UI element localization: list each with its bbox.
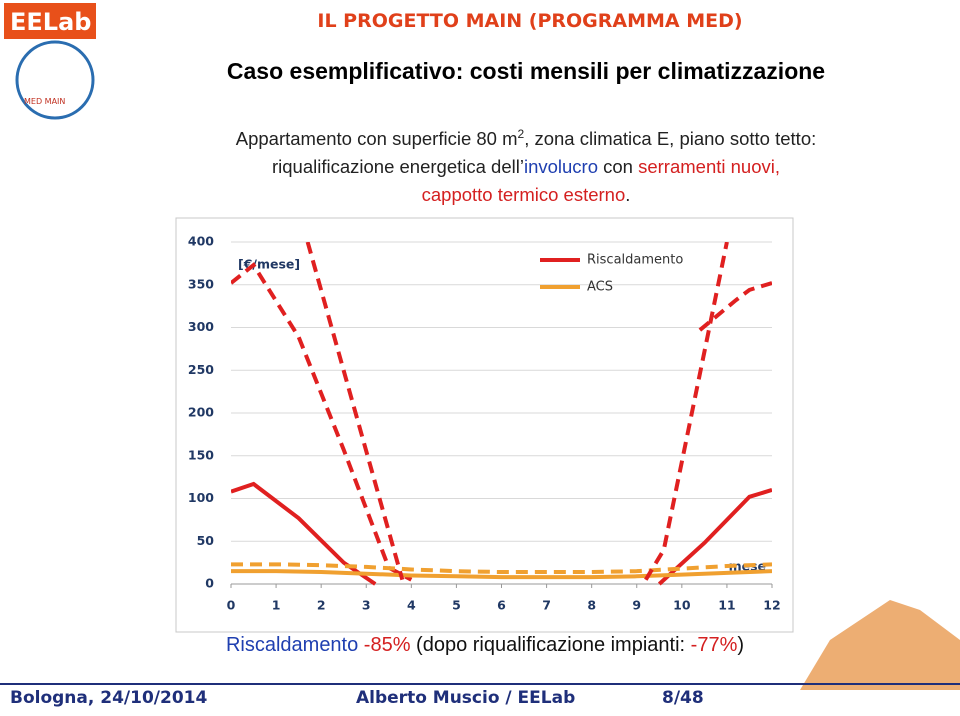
y-tick-label: 50 xyxy=(197,533,215,548)
description-line: riqualificazione energetica dell’involuc… xyxy=(0,153,960,181)
slide-title: IL PROGETTO MAIN (PROGRAMMA MED) xyxy=(317,10,743,32)
result: Riscaldamento -85% (dopo riqualificazion… xyxy=(0,634,960,657)
y-tick-label: 150 xyxy=(188,447,214,462)
x-tick-label: 9 xyxy=(632,598,641,613)
logo-circle xyxy=(15,40,95,120)
x-tick-label: 3 xyxy=(362,598,371,613)
y-tick-label: 300 xyxy=(188,319,214,334)
logo-brand: EELab xyxy=(10,8,91,36)
y-tick-label: 350 xyxy=(188,276,214,291)
text-run: (dopo riqualificazione impianti: xyxy=(410,634,691,656)
x-tick-label: 8 xyxy=(587,598,596,613)
text-run: 2 xyxy=(517,127,525,141)
x-tick-label: 1 xyxy=(272,598,281,613)
x-tick-label: 11 xyxy=(718,598,735,613)
text-run: cappotto termico esterno xyxy=(421,184,626,206)
series-line xyxy=(305,242,729,581)
x-tick-label: 6 xyxy=(497,598,506,613)
slide-subtitle: Caso esemplificativo: costi mensili per … xyxy=(226,58,826,84)
unit-label: [€/mese] xyxy=(238,257,300,272)
text-run: riqualificazione energetica dell’ xyxy=(271,156,524,178)
text-run: con xyxy=(598,156,639,178)
description-line: cappotto termico esterno. xyxy=(0,181,960,209)
text-run: , zona climatica E, piano sotto tetto: xyxy=(524,128,817,150)
legend-label: Riscaldamento xyxy=(587,253,683,268)
series-line xyxy=(231,481,772,586)
y-tick-label: 250 xyxy=(188,362,214,377)
series-line xyxy=(231,562,772,575)
description: Appartamento con superficie 80 m2, zona … xyxy=(0,120,960,209)
description-line: Appartamento con superficie 80 m2, zona … xyxy=(0,120,960,153)
legend-label: ACS xyxy=(587,280,613,295)
mountain xyxy=(800,600,960,690)
text-run: Appartamento con superficie 80 m xyxy=(235,128,518,150)
logo-program: MED MAIN xyxy=(24,97,65,106)
x-tick-label: 5 xyxy=(452,598,461,613)
logo-box xyxy=(4,3,96,39)
x-tick-label: 7 xyxy=(542,598,551,613)
x-tick-label: 4 xyxy=(407,598,416,613)
text-run: ) xyxy=(737,634,745,656)
footer-page: 8/48 xyxy=(662,688,704,708)
y-tick-label: 100 xyxy=(188,490,214,505)
text-run: . xyxy=(625,184,631,206)
text-run: serramenti nuovi, xyxy=(638,156,781,178)
x-tick-label: 2 xyxy=(317,598,326,613)
y-tick-label: 0 xyxy=(205,576,214,591)
y-tick-label: 200 xyxy=(188,405,214,420)
text-run: -85% xyxy=(358,634,411,656)
text-run: Riscaldamento xyxy=(225,634,359,656)
text-run: -77% xyxy=(690,634,738,656)
footer-date: Bologna, 24/10/2014 xyxy=(10,688,208,708)
series-line xyxy=(231,569,772,580)
x-tick-label: 12 xyxy=(763,598,780,613)
footer-author: Alberto Muscio / EELab xyxy=(356,688,576,708)
y-tick-label: 400 xyxy=(188,234,214,249)
x-tick-label: 10 xyxy=(673,598,691,613)
x-tick-label: 0 xyxy=(227,598,236,613)
text-run: involucro xyxy=(523,156,598,178)
